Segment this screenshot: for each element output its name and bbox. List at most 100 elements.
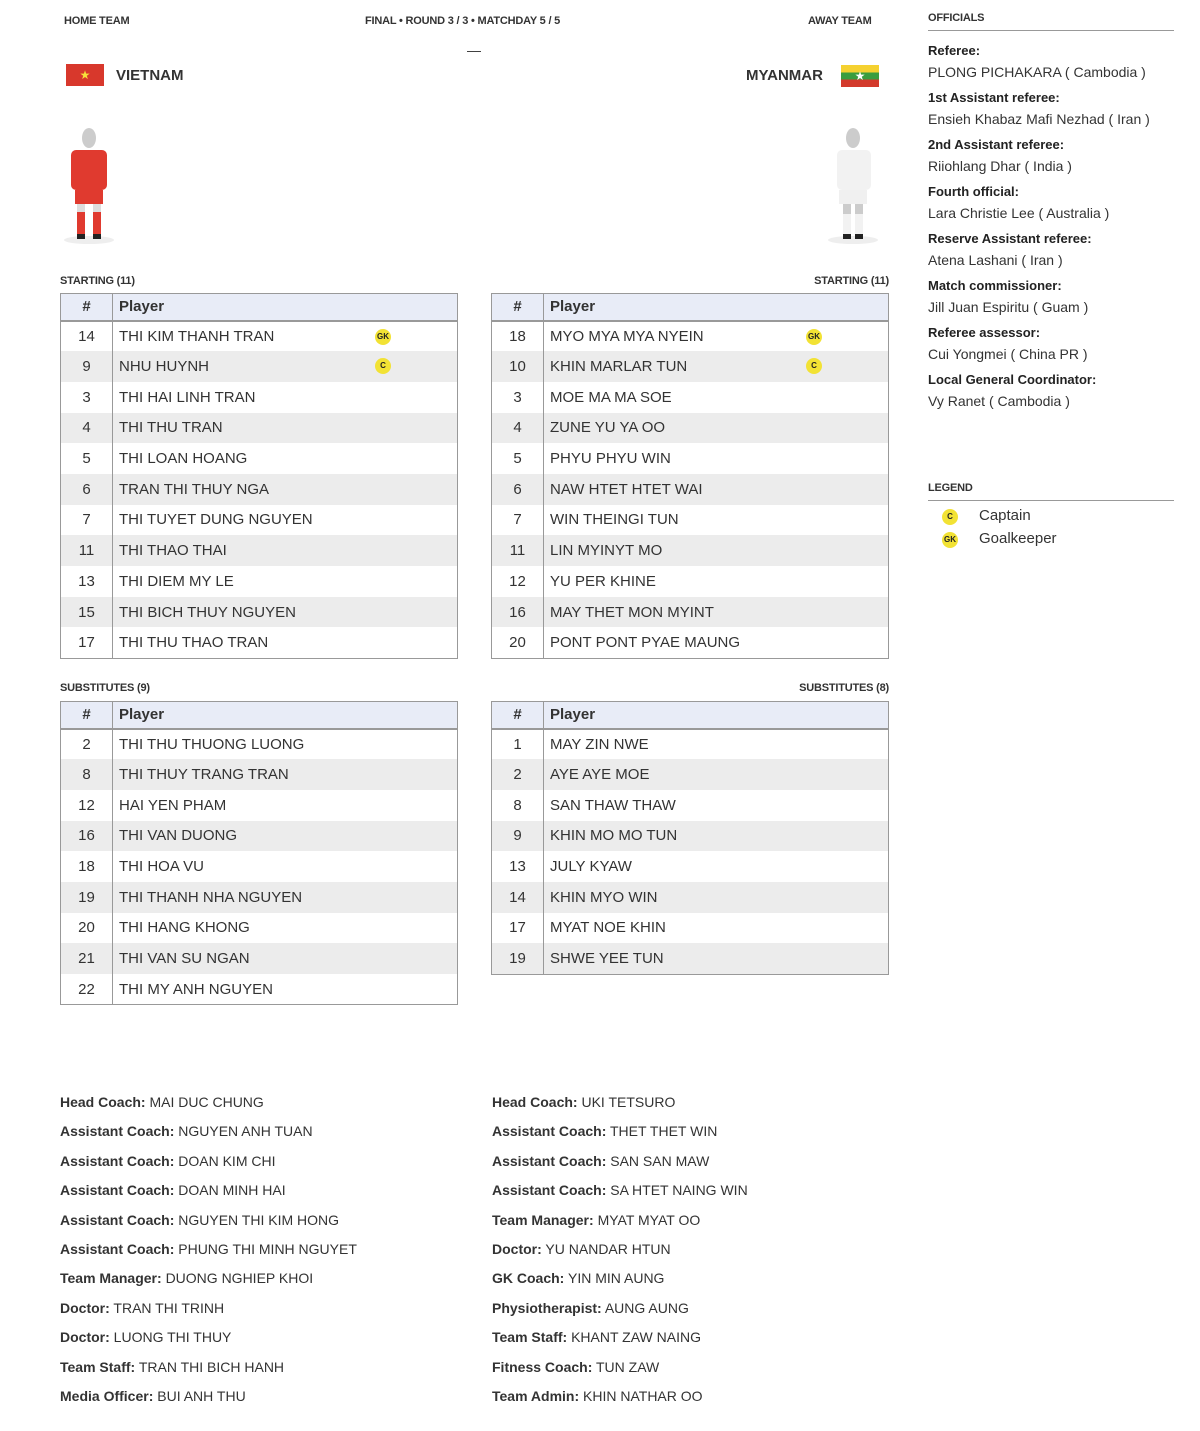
table-row: 19 SHWE YEE TUN: [491, 943, 889, 974]
official-name: Riiohlang Dhar ( India ): [928, 158, 1072, 174]
home-starting-table: # Player 14 THI KIM THANH TRAN GK 9 NHU HUYNH C…: [60, 293, 458, 659]
player-number: 13: [60, 566, 113, 597]
player-number: 22: [60, 974, 113, 1005]
table-row: 18 MYO MYA MYA NYEIN GK: [491, 320, 889, 352]
player-name-cell: KHIN MO MO TUN: [543, 820, 889, 852]
player-name-cell: THI LOAN HOANG: [113, 443, 458, 474]
player-name: THI THAO THAI: [119, 542, 227, 560]
table-row: 9 NHU HUYNH C: [60, 351, 458, 382]
official-item: Local General Coordinator: Vy Ranet ( Cam…: [928, 372, 1174, 409]
staff-name: NGUYEN ANH TUAN: [178, 1123, 313, 1140]
player-number: 11: [491, 535, 544, 566]
player-name: THI BICH THUY NGUYEN: [119, 603, 296, 621]
header-row: # Player: [60, 701, 458, 730]
player-name-cell: LIN MYINYT MO: [543, 535, 889, 566]
legend-panel: LEGEND C Captain GK Goalkeeper: [928, 482, 1174, 553]
staff-role: Assistant Coach:: [492, 1152, 607, 1169]
staff-item: Fitness Coach: TUN ZAW: [492, 1359, 748, 1388]
captain-badge-icon: C: [806, 358, 822, 375]
score: —: [467, 42, 481, 58]
staff-role: Head Coach:: [492, 1094, 578, 1110]
table-row: 16 THI VAN DUONG: [60, 820, 458, 852]
player-name: AYE AYE MOE: [550, 766, 650, 784]
staff-role: Team Manager:: [492, 1211, 594, 1228]
official-role: 1st Assistant referee:: [928, 90, 1060, 105]
player-number: 14: [60, 320, 113, 352]
table-row: 2 AYE AYE MOE: [491, 759, 889, 790]
header-row: # Player: [491, 293, 889, 322]
officials-title: OFFICIALS: [928, 12, 1174, 31]
staff-item: Head Coach: UKI TETSURO: [492, 1094, 748, 1123]
player-name: ZUNE YU YA OO: [550, 419, 666, 437]
player-name: THI MY ANH NGUYEN: [119, 980, 273, 998]
staff-item: Team Manager: MYAT MYAT OO: [492, 1212, 748, 1241]
official-name: PLONG PICHAKARA ( Cambodia ): [928, 64, 1146, 80]
staff-item: GK Coach: YIN MIN AUNG: [492, 1270, 748, 1299]
table-row: 20 THI HANG KHONG: [60, 912, 458, 944]
player-number: 8: [60, 759, 113, 790]
staff-name: BUI ANH THU: [157, 1387, 246, 1404]
player-name-cell: KHIN MARLAR TUN C: [543, 351, 889, 382]
staff-item: Media Officer: BUI ANH THU: [60, 1388, 357, 1417]
player-name-cell: WIN THEINGI TUN: [544, 505, 889, 536]
table-row: 16 MAY THET MON MYINT: [491, 596, 889, 628]
player-number: 5: [491, 443, 544, 474]
table-row: 21 THI VAN SU NGAN: [60, 943, 458, 974]
official-name: Lara Christie Lee ( Australia ): [928, 205, 1110, 221]
captain-badge-icon: C: [375, 358, 391, 375]
staff-role: Doctor:: [60, 1329, 110, 1346]
table-row: 12 YU PER KHINE: [491, 566, 889, 597]
player-name: MYAT NOE KHIN: [550, 919, 666, 937]
staff-item: Assistant Coach: DOAN KIM CHI: [60, 1153, 357, 1182]
player-name: THI DIEM MY LE: [119, 572, 234, 590]
player-name: THI TUYET DUNG NGUYEN: [119, 511, 313, 529]
table-row: 15 THI BICH THUY NGUYEN: [60, 596, 458, 628]
official-item: Fourth official: Lara Christie Lee ( Aust…: [928, 184, 1174, 221]
official-role: Reserve Assistant referee:: [928, 231, 1092, 246]
table-row: 10 KHIN MARLAR TUN C: [491, 351, 889, 382]
player-name: PHYU PHYU WIN: [550, 450, 671, 468]
legend-label: Captain: [979, 507, 1031, 524]
player-name-cell: ZUNE YU YA OO: [543, 412, 889, 444]
match-info: FINAL • ROUND 3 / 3 • MATCHDAY 5 / 5: [365, 15, 561, 27]
player-name: SHWE YEE TUN: [550, 949, 664, 967]
player-name: MOE MA MA SOE: [550, 388, 672, 406]
player-number: 18: [491, 320, 544, 352]
player-name: THI THUY TRANG TRAN: [119, 766, 289, 784]
table-row: 17 THI THU THAO TRAN: [60, 627, 458, 659]
player-name-cell: TRAN THI THUY NGA: [112, 473, 458, 505]
staff-role: Team Admin:: [492, 1387, 580, 1404]
staff-item: Assistant Coach: NGUYEN ANH TUAN: [60, 1123, 357, 1152]
staff-item: Physiotherapist: AUNG AUNG: [492, 1300, 748, 1329]
player-name: PONT PONT PYAE MAUNG: [550, 633, 741, 651]
player-name: MAY ZIN NWE: [550, 735, 649, 753]
player-name-cell: PONT PONT PYAE MAUNG: [544, 627, 889, 658]
table-row: 3 MOE MA MA SOE: [491, 381, 889, 413]
player-name: THI VAN DUONG: [119, 827, 238, 845]
staff-role: Fitness Coach:: [492, 1358, 593, 1375]
staff-role: GK Coach:: [492, 1270, 565, 1287]
official-name: Vy Ranet ( Cambodia ): [928, 393, 1070, 409]
player-name-cell: THI VAN DUONG: [112, 820, 458, 852]
column-header-number: #: [60, 293, 113, 322]
player-name: SAN THAW THAW: [550, 796, 676, 814]
column-header-number: #: [491, 701, 544, 730]
table-row: 18 THI HOA VU: [60, 851, 458, 882]
home-kit-icon: [64, 128, 114, 244]
vietnam-flag-icon: ★: [66, 64, 104, 86]
staff-name: NGUYEN THI KIM HONG: [178, 1211, 340, 1228]
player-number: 14: [491, 881, 544, 913]
table-row: 4 ZUNE YU YA OO: [491, 412, 889, 444]
table-row: 19 THI THANH NHA NGUYEN: [60, 881, 458, 913]
player-name-cell: THI THUY TRANG TRAN: [112, 759, 458, 790]
staff-name: TRAN THI TRINH: [113, 1299, 225, 1316]
staff-name: PHUNG THI MINH NGUYET: [178, 1240, 357, 1257]
staff-name: THET THET WIN: [610, 1123, 718, 1140]
staff-name: DOAN MINH HAI: [178, 1182, 286, 1199]
player-name: THI VAN SU NGAN: [119, 950, 250, 968]
table-row: 7 THI TUYET DUNG NGUYEN: [60, 504, 458, 536]
player-name-cell: THI THANH NHA NGUYEN: [112, 881, 458, 913]
staff-name: YU NANDAR HTUN: [545, 1240, 671, 1257]
player-number: 9: [60, 351, 113, 382]
staff-name: SAN SAN MAW: [610, 1152, 710, 1169]
